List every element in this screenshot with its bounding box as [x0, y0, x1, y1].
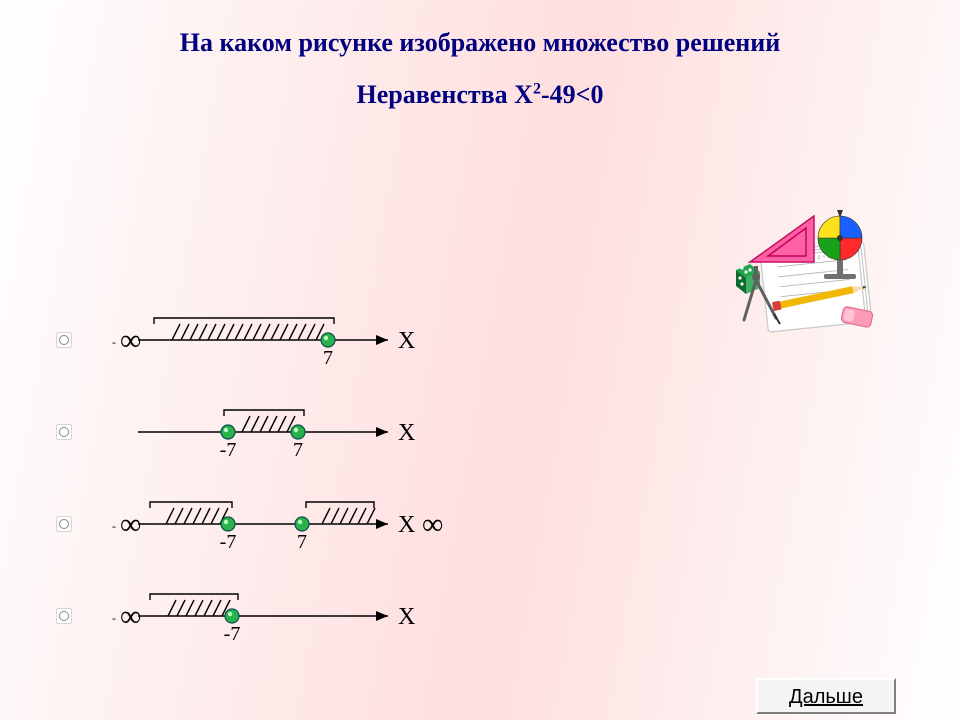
- svg-text:-: -: [112, 335, 116, 349]
- question-line2: Неравенства Х2-49<0: [0, 80, 960, 110]
- question-line1: На каком рисунке изображено множество ре…: [0, 28, 960, 58]
- option-row: -77-∞Х∞: [52, 482, 572, 574]
- next-button[interactable]: Дальше: [756, 678, 896, 714]
- svg-text:Х: Х: [398, 512, 415, 538]
- svg-text:7: 7: [297, 531, 307, 553]
- number-line-diagram: -77-∞Х∞: [108, 482, 468, 562]
- option-radio[interactable]: [56, 608, 72, 624]
- option-row: -7 7 Х: [52, 390, 572, 482]
- svg-text:Х: Х: [398, 604, 415, 630]
- option-row: -7 -∞ Х: [52, 574, 572, 666]
- svg-text:-7: -7: [220, 531, 237, 553]
- option-row: 7 -∞ Х: [52, 298, 572, 390]
- question-line2-exp: 2: [533, 80, 541, 97]
- number-line-diagram: -7 -∞ Х: [108, 574, 468, 654]
- svg-text:7: 7: [323, 347, 333, 369]
- question-line2-suffix: -49<0: [541, 80, 603, 109]
- svg-text:∞: ∞: [422, 508, 443, 541]
- svg-text:Х: Х: [398, 328, 415, 354]
- options-container: 7-∞Х-77Х-77-∞Х∞-7-∞Х: [52, 298, 572, 666]
- number-line-diagram: 7 -∞ Х: [108, 298, 468, 378]
- svg-text:∞: ∞: [120, 324, 141, 357]
- svg-text:-: -: [112, 611, 116, 625]
- svg-text:7: 7: [293, 439, 303, 461]
- svg-text:-7: -7: [220, 439, 237, 461]
- svg-text:-: -: [112, 519, 116, 533]
- number-line-diagram: -7 7 Х: [108, 390, 468, 470]
- svg-text:∞: ∞: [120, 600, 141, 633]
- question-line2-prefix: Неравенства Х: [357, 80, 533, 109]
- svg-text:∞: ∞: [120, 508, 141, 541]
- option-radio[interactable]: [56, 332, 72, 348]
- svg-text:-7: -7: [224, 623, 241, 645]
- clipart-icon: 4 + 5 = 9: [720, 210, 890, 340]
- option-radio[interactable]: [56, 424, 72, 440]
- question-block: На каком рисунке изображено множество ре…: [0, 28, 960, 110]
- svg-text:Х: Х: [398, 420, 415, 446]
- option-radio[interactable]: [56, 516, 72, 532]
